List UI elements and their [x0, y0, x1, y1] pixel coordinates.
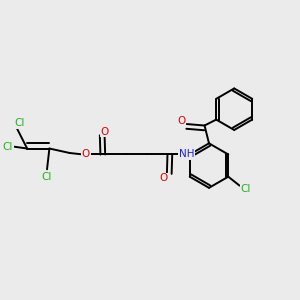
Text: Cl: Cl [14, 118, 25, 128]
Text: O: O [177, 116, 185, 126]
Text: O: O [100, 127, 109, 136]
Text: O: O [159, 173, 167, 183]
Text: Cl: Cl [240, 184, 251, 194]
Text: Cl: Cl [42, 172, 52, 182]
Text: NH: NH [179, 149, 194, 160]
Text: Cl: Cl [3, 142, 13, 152]
Text: O: O [82, 149, 90, 160]
